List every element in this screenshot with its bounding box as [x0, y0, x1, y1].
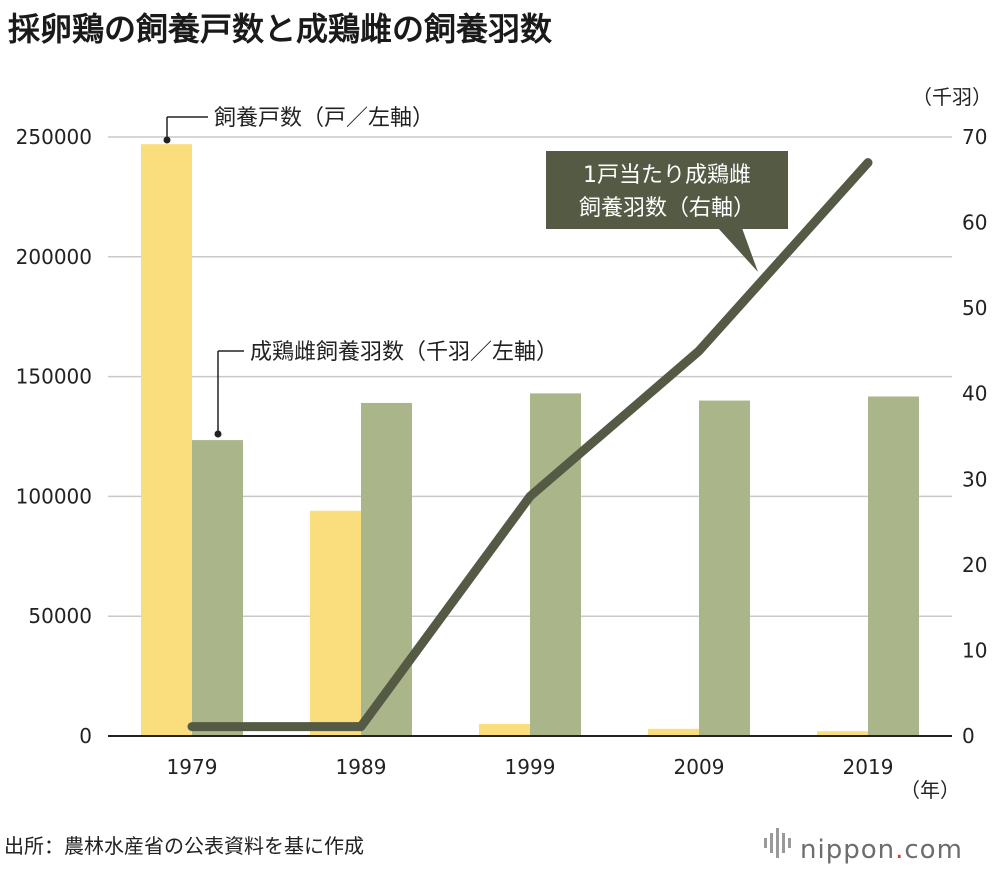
brand-logo: nippon.com — [764, 828, 963, 865]
annotation-hens-label: 成鶏雌飼養羽数（千羽／左軸） — [250, 340, 558, 365]
right-tick-label: 10 — [962, 638, 987, 662]
annotation-hens: 成鶏雌飼養羽数（千羽／左軸） — [214, 340, 558, 438]
left-tick-label: 250000 — [16, 125, 92, 149]
bar-hens-2019 — [868, 396, 919, 736]
brand-dot: . — [895, 835, 904, 865]
bar-hens-1989 — [361, 402, 412, 736]
source-note: 出所：農林水産省の公表資料を基に作成 — [4, 834, 364, 858]
right-axis-unit: （千羽） — [912, 85, 992, 109]
callout-line2: 飼養羽数（右軸） — [579, 196, 755, 221]
brand-suffix: com — [904, 835, 963, 865]
right-tick-label: 30 — [962, 467, 987, 491]
x-tick-label: 2009 — [674, 755, 725, 779]
bar-hens-2009 — [699, 400, 750, 736]
bar-households-1989 — [310, 510, 361, 736]
bar-hens-1999 — [530, 393, 581, 736]
x-tick-label: 2019 — [843, 755, 894, 779]
right-tick-label: 20 — [962, 553, 987, 577]
right-tick-label: 60 — [962, 211, 987, 235]
left-tick-label: 100000 — [16, 484, 92, 508]
bar-households-1999 — [479, 724, 530, 736]
right-tick-label: 40 — [962, 382, 987, 406]
callout-per-household: 1戸当たり成鶏雌 飼養羽数（右軸） — [546, 151, 788, 272]
left-tick-label: 50000 — [28, 604, 92, 628]
chart-title: 採卵鶏の飼養戸数と成鶏雌の飼養羽数 — [8, 10, 553, 48]
gridlines — [108, 136, 952, 617]
left-tick-label: 150000 — [16, 365, 92, 389]
bar-hens-1979 — [192, 440, 243, 736]
annotation-households: 飼養戸数（戸／左軸） — [163, 106, 434, 144]
right-tick-label: 70 — [962, 125, 987, 149]
brand-wordmark: nippon.com — [800, 835, 963, 865]
x-axis-unit: （年） — [900, 778, 960, 802]
line-series — [187, 158, 873, 732]
left-tick-label: 0 — [79, 724, 92, 748]
annotation-households-label: 飼養戸数（戸／左軸） — [214, 106, 434, 131]
bar-households-2019 — [817, 731, 868, 736]
leader-dot — [163, 136, 171, 144]
bar-households-1979 — [141, 144, 192, 737]
x-tick-label: 1979 — [167, 755, 218, 779]
leader-dot — [214, 430, 222, 438]
bar-households-2009 — [648, 728, 699, 736]
x-tick-label: 1999 — [505, 755, 556, 779]
right-tick-label: 50 — [962, 296, 987, 320]
line-per-household — [187, 158, 873, 732]
callout-line1: 1戸当たり成鶏雌 — [583, 163, 751, 188]
tick-labels: 0 50000 100000 150000 200000 250000 0 10 20 30 40 5… — [16, 125, 988, 779]
x-tick-label: 1989 — [336, 755, 387, 779]
callout-box — [546, 151, 788, 229]
callout-pointer — [718, 228, 758, 272]
bars — [141, 144, 919, 737]
brand-mark-icon — [764, 828, 791, 858]
brand-name: nippon — [800, 835, 895, 865]
right-tick-label: 0 — [962, 724, 975, 748]
left-tick-label: 200000 — [16, 245, 92, 269]
